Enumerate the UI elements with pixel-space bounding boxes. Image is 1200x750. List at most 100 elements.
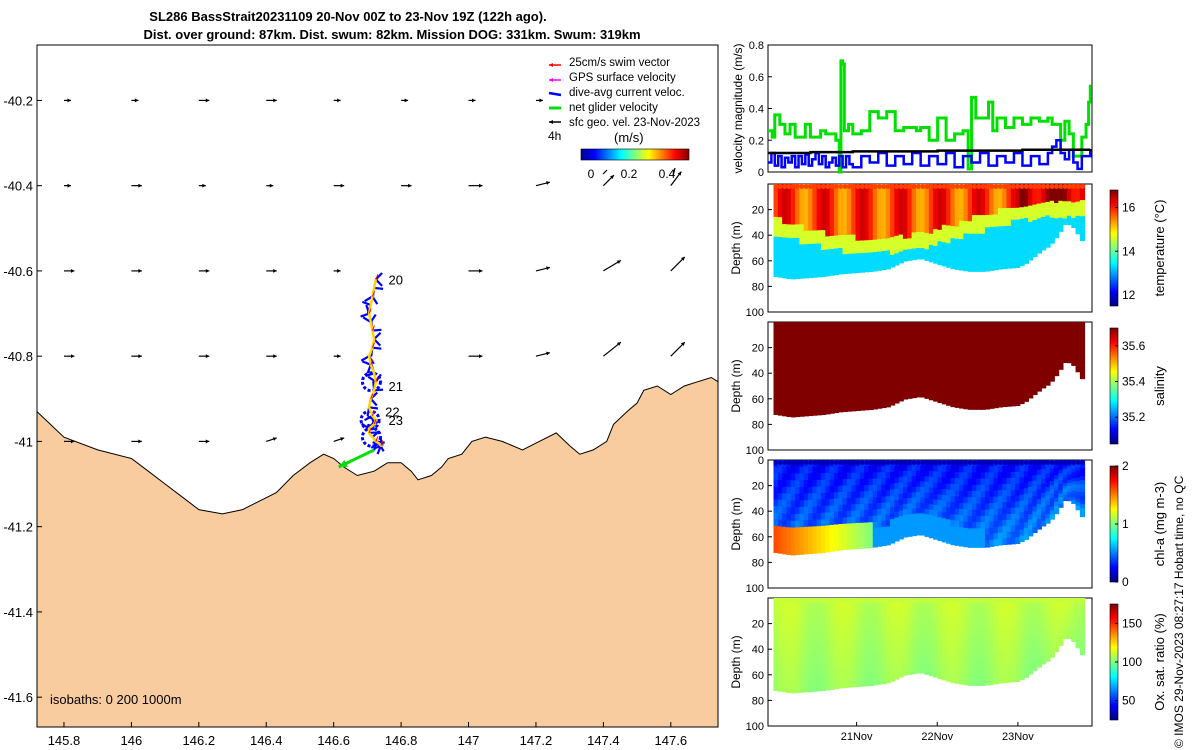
section-cell: [786, 348, 792, 357]
swim-vector: [373, 419, 377, 425]
section-cell: [1062, 626, 1068, 631]
section-cell: [1071, 500, 1077, 504]
section-cell: [782, 671, 788, 679]
section-cell: [1075, 212, 1081, 217]
section-cell: [1045, 477, 1051, 484]
section-cell: [907, 338, 913, 345]
section-cell: [790, 204, 796, 212]
section-cell: [959, 251, 965, 259]
section-cell: [894, 488, 900, 496]
section-cell: [799, 638, 805, 646]
section-cell: [1036, 233, 1042, 239]
section-cell: [937, 229, 943, 237]
section-cell: [1028, 194, 1034, 202]
section-cell: [1062, 198, 1068, 203]
section-cell: [915, 391, 922, 398]
section-cell: [877, 190, 883, 198]
section-cell: [967, 384, 973, 392]
section-cell: [967, 528, 973, 536]
section-cell: [833, 392, 840, 401]
section-cell: [954, 502, 960, 510]
surface-dot: [842, 598, 848, 603]
section-cell: [1058, 628, 1064, 633]
section-cell: [1053, 613, 1060, 618]
section-cell: [993, 665, 999, 672]
section-cell: [907, 514, 913, 521]
section-cell: [812, 533, 818, 541]
section-cell: [950, 634, 956, 641]
section-cell: [825, 505, 831, 514]
section-cell: [846, 667, 853, 675]
section-cell: [954, 520, 960, 528]
section-cell: [864, 240, 870, 248]
section-cell: [881, 677, 887, 685]
section-cell: [1002, 334, 1008, 341]
section-cell: [1079, 232, 1086, 238]
section-cell: [1032, 235, 1038, 242]
section-cell: [1041, 331, 1047, 337]
section-cell: [1053, 643, 1060, 649]
section-cell: [829, 268, 835, 276]
section-cell: [842, 504, 848, 512]
section-cell: [1079, 196, 1086, 201]
surface-dot: [1023, 598, 1029, 603]
section-cell: [1006, 387, 1012, 395]
section-cell: [1032, 465, 1038, 472]
section-cell: [993, 358, 999, 366]
section-cell: [950, 664, 956, 672]
section-cell: [911, 619, 917, 626]
section-cell: [1066, 215, 1073, 220]
section-cell: [773, 361, 779, 369]
section-cell: [997, 622, 1004, 630]
section-cell: [795, 375, 801, 384]
section-cell: [1002, 526, 1008, 534]
section-cell: [946, 537, 952, 544]
section-cell: [773, 269, 779, 277]
section-cell: [933, 643, 939, 650]
section-cell: [898, 533, 904, 540]
section-cell: [1041, 373, 1047, 380]
surface-dot: [993, 460, 999, 465]
section-cell: [846, 328, 853, 336]
section-cell: [1002, 394, 1008, 402]
section-cell: [795, 507, 801, 515]
section-cell: [842, 472, 848, 480]
section-cell: [928, 255, 935, 263]
section-cell: [946, 327, 952, 335]
geo-vector-head: [539, 98, 543, 103]
section-cell: [941, 529, 947, 537]
section-cell: [967, 522, 973, 530]
section-cell: [795, 251, 801, 259]
current-vector: [361, 300, 372, 307]
section-cell: [881, 502, 887, 510]
section-cell: [877, 371, 883, 379]
section-cell: [993, 364, 999, 372]
section-cell: [1010, 369, 1017, 377]
section-cell: [920, 359, 926, 366]
section-cell: [1079, 362, 1086, 368]
surface-dot: [1023, 322, 1029, 327]
section-cell: [1066, 350, 1073, 355]
section-cell: [855, 385, 861, 393]
section-cell: [881, 196, 887, 204]
section-cell: [959, 671, 965, 679]
section-cell: [773, 538, 779, 547]
section-cell: [777, 335, 784, 343]
section-cell: [851, 472, 857, 480]
section-cell: [885, 232, 891, 240]
section-cell: [881, 346, 887, 354]
section-cell: [911, 667, 917, 675]
section-cell: [1053, 363, 1060, 369]
section-cell: [803, 355, 809, 363]
section-cell: [1062, 330, 1068, 335]
section-cell: [1079, 638, 1086, 644]
section-cell: [851, 366, 857, 374]
section-cell: [941, 362, 947, 370]
section-cell: [829, 347, 835, 356]
section-cell: [937, 643, 943, 651]
section-cell: [855, 478, 861, 487]
section-cell: [877, 245, 883, 253]
section-cell: [1006, 219, 1012, 227]
surface-dot: [864, 460, 870, 465]
section-cell: [833, 380, 840, 388]
